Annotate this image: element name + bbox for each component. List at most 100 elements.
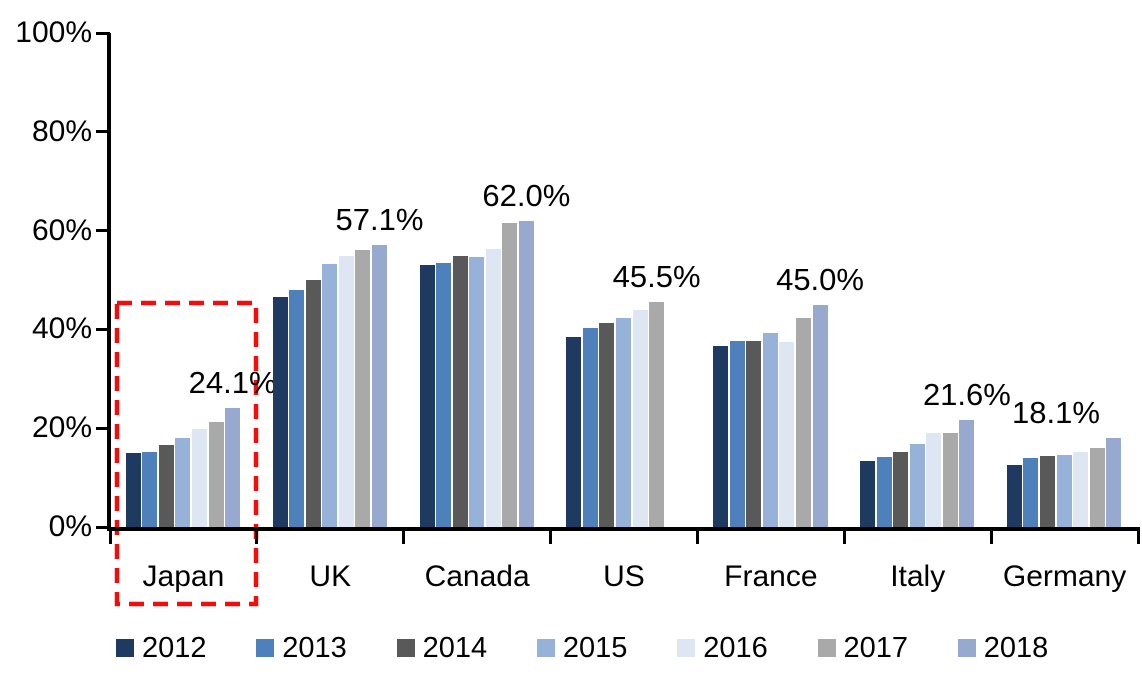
bar-japan-2015 (175, 437, 191, 527)
legend-swatch-2013 (256, 639, 275, 657)
legend-item-2012: 2012 (116, 631, 207, 665)
x-axis-line (107, 527, 1138, 531)
y-axis-line (107, 33, 111, 530)
bar-us-2014 (599, 323, 615, 527)
legend-label-2013: 2013 (282, 632, 347, 664)
bar-uk-2016 (338, 255, 354, 527)
legend-item-2013: 2013 (256, 631, 347, 665)
bar-japan-2013 (142, 452, 158, 527)
x-axis-tick (402, 527, 406, 544)
bar-germany-2015 (1056, 454, 1072, 527)
legend-item-2016: 2016 (677, 631, 768, 665)
x-axis-tick (255, 527, 259, 544)
y-axis-tick-label-60: 60% (31, 213, 92, 247)
legend-swatch-2012 (116, 639, 134, 657)
y-axis-tick-label-40: 40% (31, 312, 92, 346)
bar-canada-2018 (518, 220, 534, 527)
data-label-italy: 21.6% (922, 377, 1011, 413)
bar-japan-2016 (192, 428, 207, 527)
data-label-japan: 24.1% (188, 364, 277, 400)
y-axis-tick-label-20: 20% (31, 411, 92, 445)
bar-uk-2014 (305, 280, 321, 527)
legend-label-2015: 2015 (562, 632, 628, 664)
data-label-france: 45.0% (776, 261, 864, 297)
x-axis-tick (108, 527, 112, 544)
x-axis-label-japan: Japan (142, 560, 225, 593)
bar-italy-2018 (959, 420, 975, 527)
bar-us-2016 (632, 310, 648, 527)
bar-italy-2016 (926, 433, 942, 527)
bar-france-2018 (812, 304, 828, 527)
y-axis-tick (96, 31, 110, 35)
bar-germany-2014 (1040, 456, 1056, 527)
legend-item-2014: 2014 (396, 631, 488, 665)
legend-swatch-2014 (396, 639, 415, 657)
bar-france-2014 (746, 340, 762, 527)
bar-uk-2015 (322, 264, 338, 527)
bar-us-2013 (582, 328, 598, 527)
bar-italy-2015 (909, 444, 925, 527)
legend-swatch-2018 (957, 639, 976, 657)
legend-item-2018: 2018 (957, 631, 1049, 665)
bar-canada-2015 (469, 257, 485, 527)
bar-france-2017 (795, 317, 811, 527)
data-label-uk: 57.1% (335, 201, 424, 237)
bar-france-2013 (729, 340, 745, 527)
bar-italy-2012 (860, 461, 876, 527)
bar-italy-2013 (876, 457, 892, 527)
legend-swatch-2015 (536, 639, 555, 657)
y-axis-tick (96, 525, 110, 529)
legend-label-2017: 2017 (843, 632, 909, 664)
bar-italy-2014 (893, 451, 909, 527)
legend-label-2016: 2016 (703, 632, 768, 664)
data-label-canada: 62.0% (482, 177, 571, 213)
bar-uk-2017 (355, 250, 371, 527)
bar-canada-2016 (485, 249, 501, 527)
bar-germany-2016 (1073, 451, 1089, 527)
x-axis-label-us: US (603, 560, 645, 593)
x-axis-tick (989, 527, 993, 544)
bar-japan-2012 (125, 452, 141, 527)
legend-item-2015: 2015 (536, 631, 628, 665)
bar-japan-2018 (225, 407, 241, 527)
x-axis-tick (695, 527, 699, 544)
bar-canada-2012 (419, 264, 435, 527)
x-axis-tick (1136, 527, 1140, 544)
bar-canada-2014 (452, 255, 468, 527)
bar-france-2015 (762, 332, 778, 527)
y-axis-tick (96, 426, 110, 430)
x-axis-label-france: France (724, 560, 818, 593)
legend-label-2018: 2018 (983, 632, 1049, 664)
x-axis-label-canada: Canada (424, 560, 530, 593)
x-axis-tick (842, 527, 846, 544)
bar-japan-2017 (208, 422, 224, 527)
bar-italy-2017 (942, 432, 958, 527)
legend-swatch-2017 (817, 639, 836, 657)
legend-label-2014: 2014 (422, 632, 488, 664)
y-axis-tick (96, 130, 110, 134)
bar-us-2015 (616, 318, 632, 527)
y-axis-tick-label-0: 0% (48, 510, 92, 543)
bar-france-2012 (713, 345, 729, 527)
data-label-germany: 18.1% (1012, 394, 1100, 430)
bar-canada-2013 (436, 262, 452, 527)
x-axis-tick (549, 527, 553, 544)
x-axis-label-italy: Italy (890, 560, 946, 593)
x-axis-label-germany: Germany (1002, 560, 1127, 593)
bar-japan-2014 (158, 444, 174, 527)
y-axis-tick (96, 327, 110, 331)
legend-label-2012: 2012 (142, 632, 207, 664)
legend-item-2017: 2017 (817, 631, 909, 665)
legend-swatch-2016 (677, 639, 696, 657)
data-label-us: 45.5% (612, 259, 701, 295)
y-axis-tick-label-100: 100% (15, 16, 92, 49)
bar-germany-2013 (1023, 457, 1039, 527)
bar-uk-2013 (289, 290, 305, 527)
bar-us-2017 (649, 302, 665, 527)
bar-germany-2017 (1089, 448, 1105, 527)
y-axis-tick-label-80: 80% (31, 114, 92, 148)
bar-uk-2012 (272, 297, 288, 527)
bar-us-2012 (566, 337, 582, 527)
bar-uk-2018 (371, 244, 387, 527)
